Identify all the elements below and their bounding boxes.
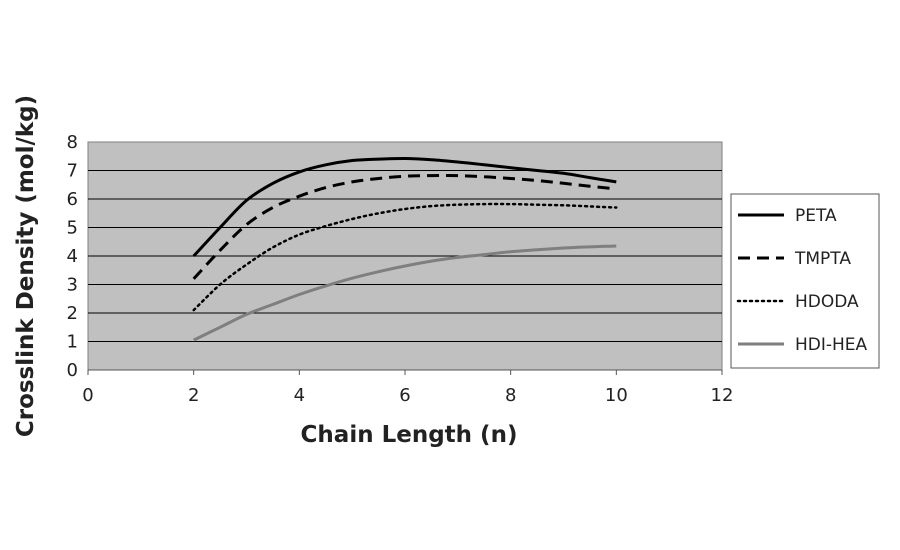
y-axis-ticks: 0 1 2 3 4 5 6 7 8 — [67, 132, 78, 381]
x-tick-label: 4 — [294, 385, 305, 406]
x-tick-label: 0 — [82, 385, 93, 406]
series-line-hdi-hea — [193, 244, 617, 342]
x-tick-label: 6 — [399, 385, 410, 406]
legend-label: HDODA — [795, 292, 859, 312]
y-tick-label: 4 — [67, 246, 78, 267]
series-line-tmpta — [192, 173, 617, 280]
y-tick-label: 2 — [67, 303, 78, 324]
legend-box — [730, 193, 880, 369]
legend: PETA TMPTA HDODA HDI-HEA — [730, 193, 880, 369]
x-tick-label: 2 — [188, 385, 199, 406]
x-tick-label: 10 — [605, 385, 628, 406]
series-line-hdoda — [192, 202, 618, 312]
x-axis-title: Chain Length (n) — [301, 422, 518, 448]
y-tick-label: 1 — [67, 332, 78, 353]
y-tick-label: 6 — [67, 189, 78, 210]
legend-label: TMPTA — [794, 249, 851, 269]
y-tick-label: 8 — [67, 132, 78, 153]
y-tick-label: 7 — [67, 161, 78, 182]
gridlines — [88, 170, 722, 342]
legend-label: PETA — [795, 206, 837, 226]
x-tick-label: 8 — [505, 385, 516, 406]
x-axis-ticks: 0 2 4 6 8 10 12 — [82, 369, 734, 406]
x-tick-label: 12 — [711, 385, 734, 406]
y-tick-label: 5 — [67, 218, 78, 239]
y-axis-title: Crosslink Density (mol/kg) — [13, 95, 39, 437]
series-line-peta — [192, 156, 617, 258]
legend-label: HDI-HEA — [795, 335, 868, 355]
series-lines — [192, 156, 618, 342]
y-tick-label: 0 — [67, 360, 78, 381]
y-tick-label: 3 — [67, 275, 78, 296]
